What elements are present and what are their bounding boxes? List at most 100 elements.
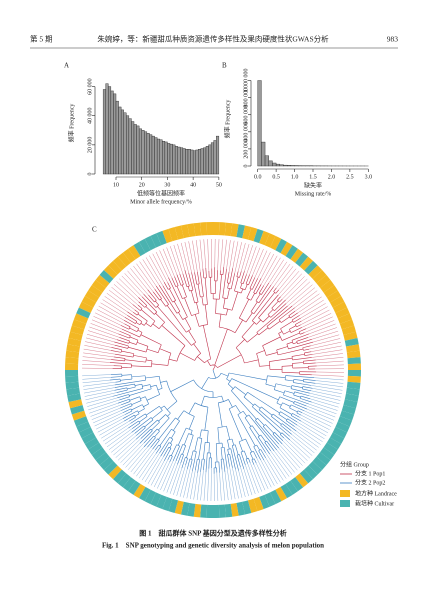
tip-label <box>315 360 344 364</box>
branch <box>194 272 198 285</box>
branch <box>128 346 147 353</box>
branch <box>120 349 122 353</box>
branch <box>212 369 216 379</box>
tip-label <box>310 398 339 408</box>
ring-segment <box>206 222 213 236</box>
ring-segment <box>247 227 258 242</box>
branch <box>129 396 140 401</box>
branch <box>286 420 295 427</box>
branch <box>266 326 270 330</box>
branch <box>181 453 184 456</box>
branch <box>239 454 245 470</box>
ring-segment <box>347 357 361 365</box>
branch <box>299 328 307 333</box>
branch <box>223 447 228 469</box>
branch <box>132 304 141 311</box>
branch <box>121 328 140 338</box>
ring-segment <box>193 503 202 518</box>
branch <box>110 350 122 353</box>
bar <box>141 130 145 175</box>
branch <box>237 410 244 415</box>
ring-segment <box>71 410 87 421</box>
branch <box>257 418 265 426</box>
branch <box>274 432 284 441</box>
tip-label <box>270 450 290 477</box>
branch <box>179 273 184 285</box>
branch <box>176 444 180 447</box>
branch <box>289 404 292 409</box>
ring-segment <box>67 393 82 403</box>
tip-label <box>229 466 236 500</box>
bar <box>290 165 295 167</box>
branch <box>281 423 292 431</box>
branch <box>140 322 145 326</box>
branch <box>234 319 243 333</box>
branch <box>134 309 139 314</box>
branch <box>266 305 293 327</box>
branch <box>244 417 252 427</box>
branch <box>184 270 190 287</box>
branch <box>177 427 187 446</box>
branch <box>256 305 288 333</box>
ring-segment <box>295 252 309 267</box>
branch <box>255 420 279 449</box>
branch <box>119 337 130 342</box>
branch <box>274 299 286 311</box>
branch <box>231 445 239 471</box>
y-tick-label: 800 000 <box>243 88 249 108</box>
tip-label <box>282 443 303 466</box>
branch <box>158 414 166 422</box>
y-tick-label: 0 <box>243 165 249 168</box>
ring-segment <box>162 228 173 244</box>
branch <box>187 458 191 469</box>
ring-segment <box>84 437 100 450</box>
tip-label <box>116 281 139 303</box>
bar <box>146 132 150 175</box>
branch <box>127 315 137 322</box>
branch <box>247 333 258 343</box>
ring-segment <box>316 452 331 466</box>
panel-letter: A <box>64 62 69 70</box>
tip-label <box>299 299 324 316</box>
branch <box>118 333 130 339</box>
ring-segment <box>312 270 327 284</box>
ring-segment <box>68 331 83 341</box>
branch <box>248 275 253 285</box>
x-tick-label: 3.0 <box>365 174 373 180</box>
ring-segment <box>224 503 233 518</box>
branch <box>122 410 138 419</box>
branch <box>212 365 216 371</box>
ring-segment <box>113 469 127 484</box>
tip-label <box>240 466 249 497</box>
branch <box>188 330 197 343</box>
tip-label <box>260 253 275 279</box>
branch <box>160 442 170 457</box>
ring-segment <box>345 387 360 396</box>
tip-label <box>217 239 220 271</box>
tip-label <box>226 468 232 500</box>
tip-label <box>307 327 337 338</box>
branch <box>134 413 140 417</box>
ring-segment <box>253 228 264 244</box>
ring-segment <box>270 489 282 505</box>
ring-segment <box>344 337 359 347</box>
branch <box>253 451 258 459</box>
branch <box>217 402 223 428</box>
tip-label <box>133 448 153 475</box>
tip-label <box>299 417 329 434</box>
tip-label <box>166 247 178 275</box>
branch <box>279 298 283 303</box>
tip-label <box>130 447 151 473</box>
branch <box>130 413 146 424</box>
ring-segment <box>347 370 361 377</box>
tip-label <box>82 356 112 360</box>
tip-label <box>289 436 313 456</box>
tip-label <box>179 468 188 497</box>
bar <box>208 144 212 175</box>
ring-segment <box>224 222 233 237</box>
tip-label <box>238 470 246 498</box>
ring-segment <box>144 489 156 505</box>
ring-segment <box>218 504 226 518</box>
y-tick-label: 60 000 <box>87 78 93 95</box>
